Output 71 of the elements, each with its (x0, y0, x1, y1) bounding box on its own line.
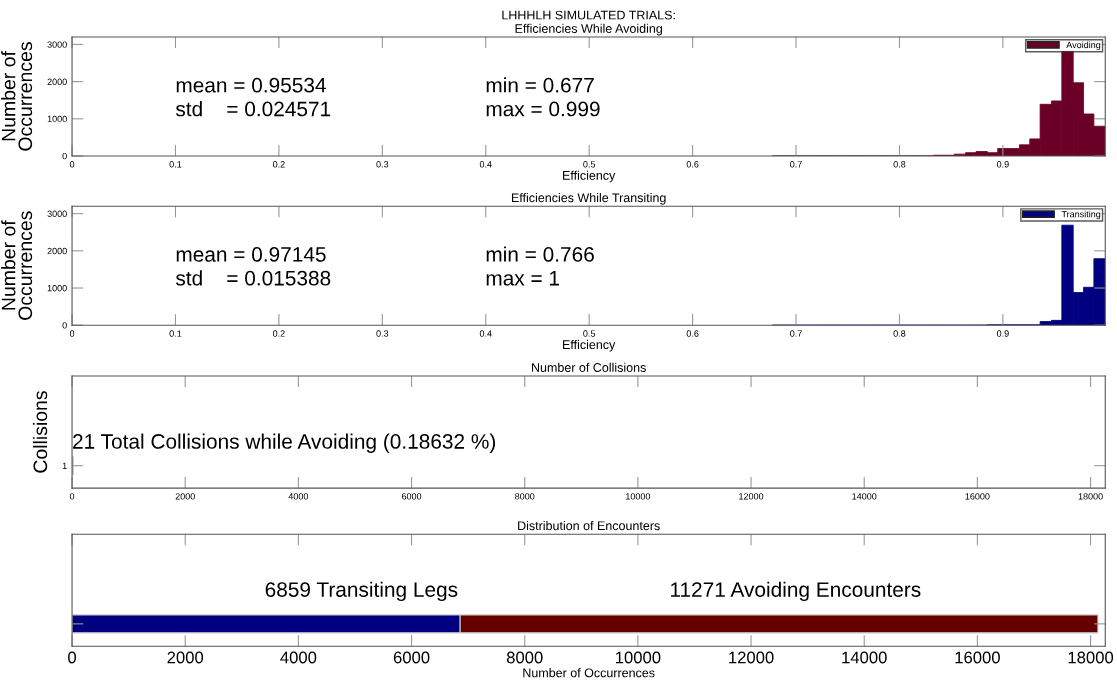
annotation: 11271 Avoiding Encounters (671, 581, 921, 602)
x-tick-label: 10000 (626, 493, 651, 500)
x-tick-label: 2000 (175, 493, 195, 500)
x-tick-label: 4000 (280, 651, 317, 664)
x-tick-label: 0.1 (169, 161, 182, 168)
y-tick-label: 1000 (47, 284, 67, 292)
y-tick-label: 0 (62, 322, 67, 329)
x-tick-label: 0.8 (893, 330, 906, 337)
x-tick-label: 14000 (852, 493, 877, 500)
x-tick-label: 0 (69, 330, 75, 337)
x-tick-label: 12000 (729, 651, 774, 664)
chart-title: Number of Collisions (532, 362, 646, 372)
annotation: max = 1 (486, 271, 560, 286)
y-tick-label: 1000 (47, 115, 67, 123)
y-tick-label: 3000 (47, 210, 67, 218)
x-tick-label: 0.9 (996, 161, 1009, 168)
y-axis-title: Collisions (32, 391, 48, 473)
x-tick-label: 16000 (965, 493, 990, 500)
x-tick-label: 4000 (288, 493, 309, 500)
x-tick-label: 0.4 (479, 161, 492, 168)
y-axis-title: Number of Occurrences (1, 42, 33, 151)
x-tick-label: 18000 (1078, 493, 1103, 500)
x-axis-title: Number of Occurrences (523, 668, 655, 678)
y-tick-label: 3000 (47, 41, 67, 48)
x-tick-label: 0.4 (479, 330, 492, 337)
x-tick-label: 10000 (615, 651, 661, 664)
annotation: mean = 0.95534 (176, 77, 326, 93)
x-tick-label: 14000 (842, 651, 887, 664)
x-tick-label: 16000 (955, 651, 1000, 664)
x-tick-label: 0.7 (790, 161, 802, 168)
x-tick-label: 12000 (739, 493, 764, 500)
x-tick-label: 0.5 (583, 330, 596, 337)
x-tick-label: 6000 (393, 651, 430, 664)
y-tick-label: 1 (62, 462, 67, 469)
x-tick-label: 6000 (401, 493, 422, 500)
x-tick-label: 0.2 (272, 330, 285, 337)
annotation: 21 Total Collisions while Avoiding (0.18632 %) (73, 433, 496, 453)
annotation: max = 0.999 (486, 101, 600, 117)
x-tick-label: 0.7 (790, 330, 802, 337)
annotation: std = 0.015388 (175, 270, 331, 286)
x-tick-label: 0 (69, 493, 75, 500)
x-tick-label: 2000 (167, 651, 204, 664)
annotation: 6859 Transiting Legs (265, 581, 458, 602)
x-tick-label: 0.8 (893, 161, 906, 168)
annotation: mean = 0.97145 (176, 247, 326, 262)
annotation: min = 0.766 (486, 246, 594, 262)
x-tick-label: 8000 (515, 493, 535, 500)
x-tick-label: 0.6 (686, 161, 699, 168)
y-tick-label: 2000 (47, 78, 67, 85)
legend-label: Avoiding (1066, 41, 1101, 50)
annotation: std = 0.024571 (175, 101, 331, 117)
x-tick-label: 0.5 (583, 161, 596, 168)
x-axis-title: Efficiency (563, 339, 616, 352)
x-tick-label: 0.3 (376, 330, 389, 337)
chart-title: Distribution of Encounters (518, 520, 660, 531)
x-tick-label: 8000 (506, 651, 543, 664)
x-axis-title: Efficiency (563, 170, 616, 183)
x-tick-label: 0.6 (686, 330, 699, 337)
x-tick-label: 18000 (1068, 651, 1114, 664)
chart-title: LHHHLH SIMULATED TRIALS: Efficiencies While Avoiding (502, 10, 675, 36)
chart-title: Efficiencies While Transiting (511, 192, 666, 205)
y-tick-label: 0 (62, 152, 67, 160)
x-tick-label: 0.1 (169, 330, 182, 337)
legend-label: Transiting (1061, 210, 1101, 220)
y-tick-label: 2000 (47, 247, 67, 255)
x-tick-label: 0.2 (272, 161, 285, 168)
y-axis-title: Number of Occurrences (1, 211, 33, 320)
x-tick-label: 0.9 (996, 330, 1009, 337)
x-tick-label: 0 (69, 161, 75, 168)
x-tick-label: 0.3 (376, 161, 389, 168)
annotation: min = 0.677 (486, 77, 594, 93)
